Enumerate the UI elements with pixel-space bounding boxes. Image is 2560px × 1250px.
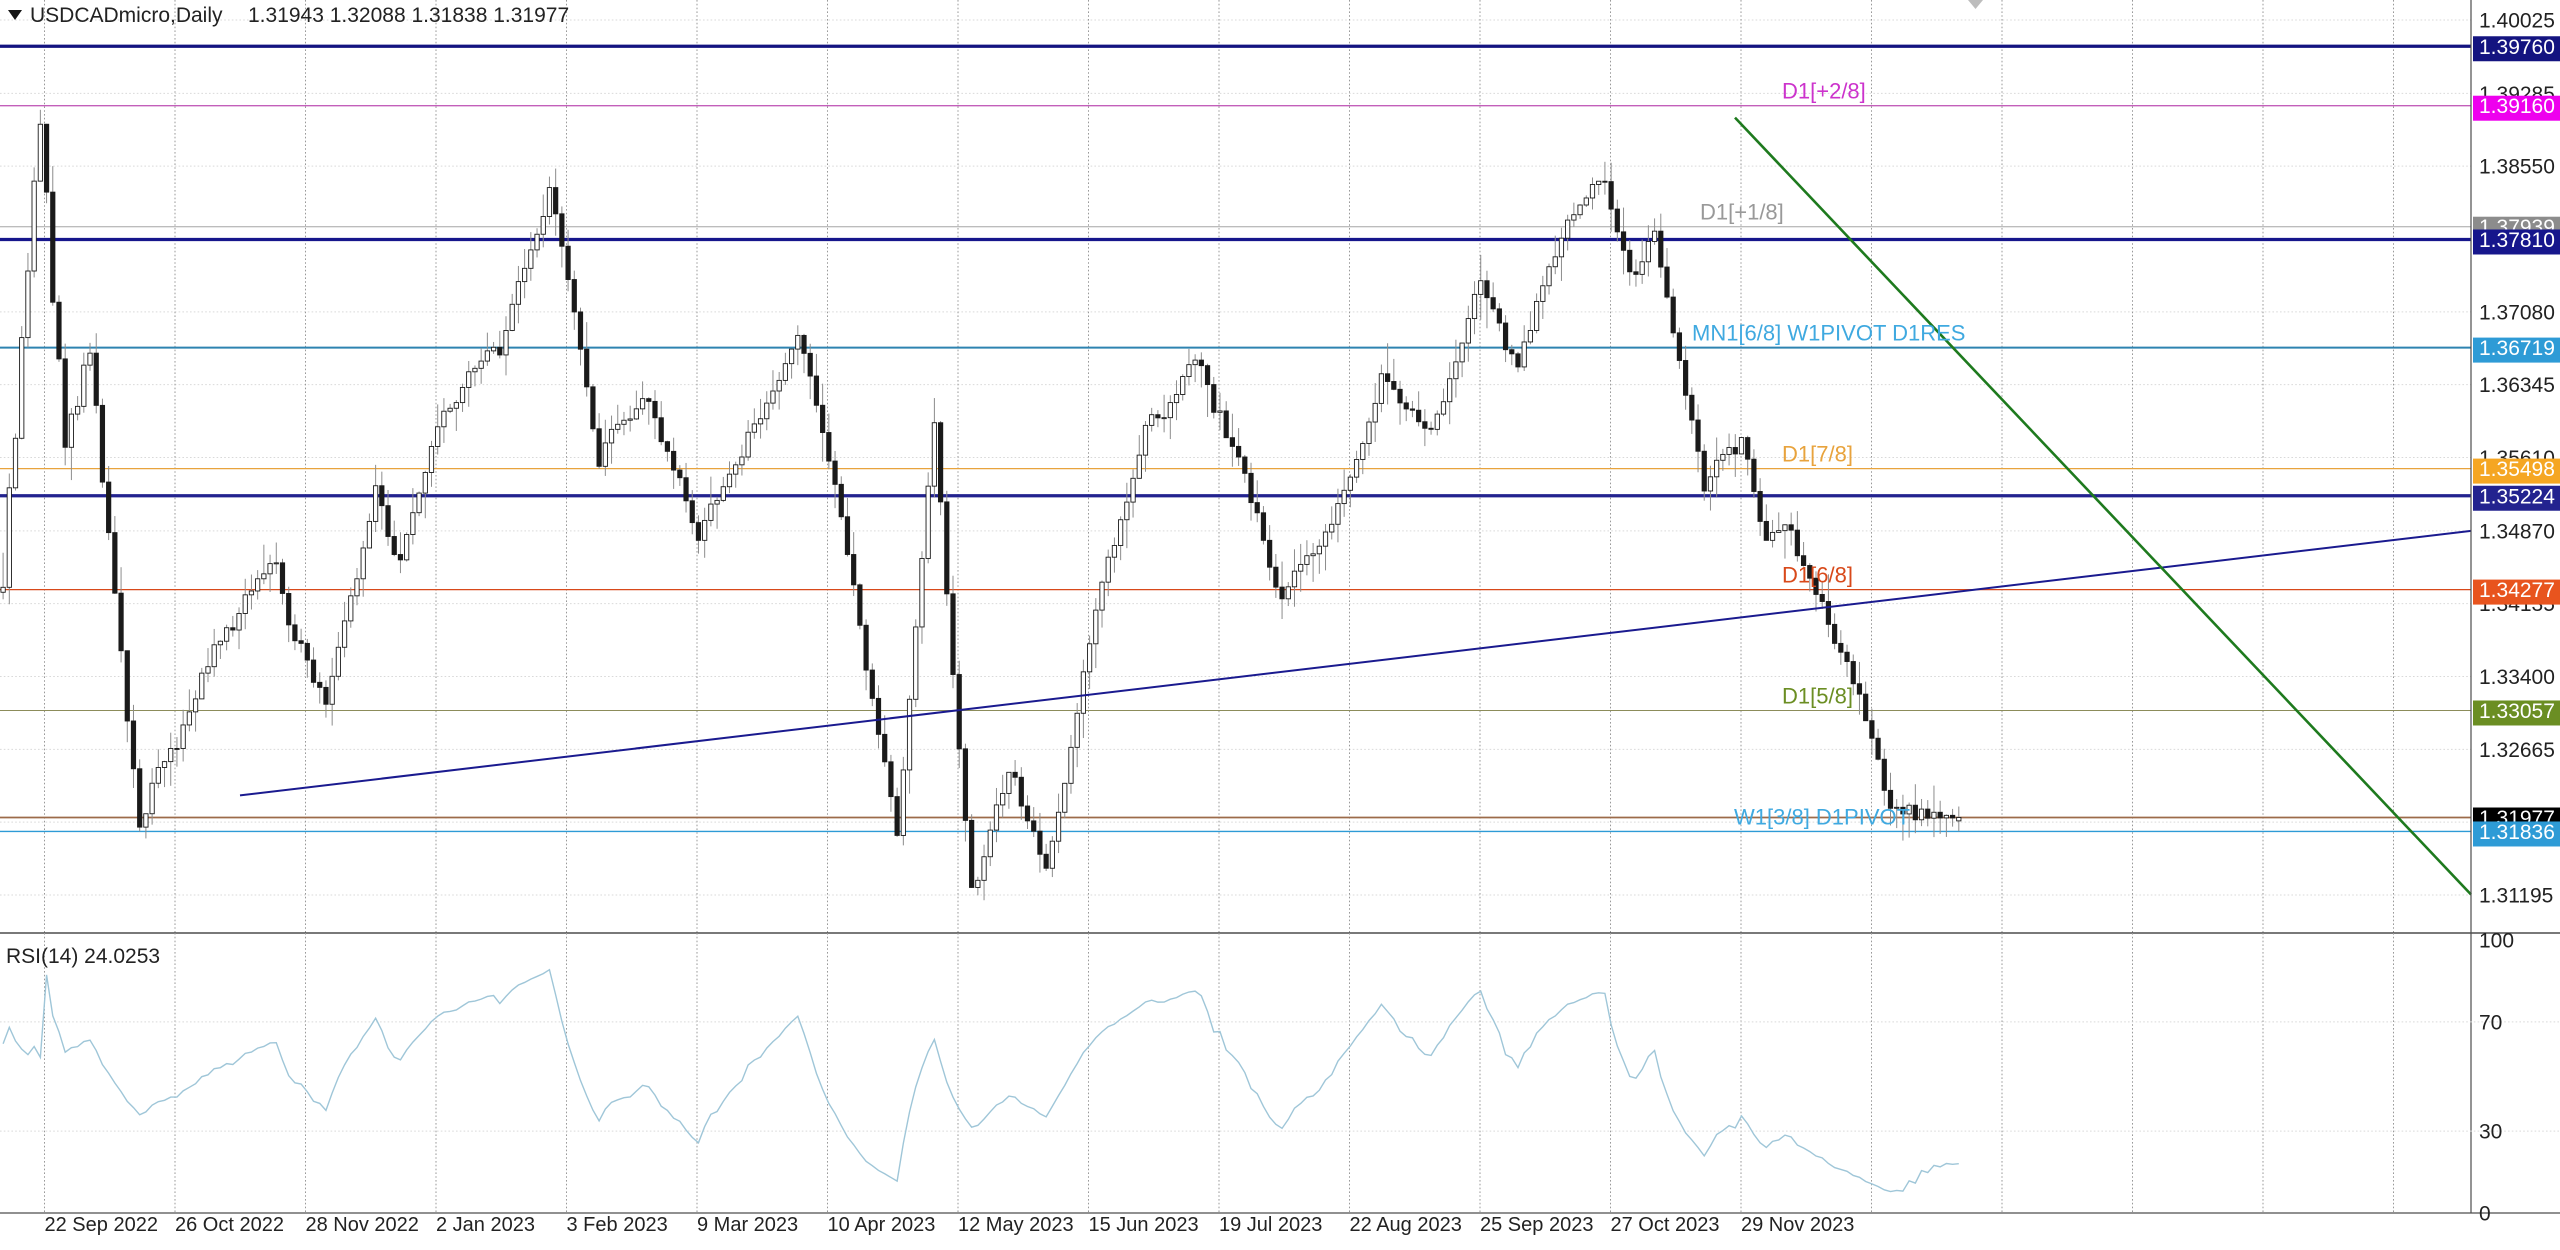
svg-text:22 Sep 2022: 22 Sep 2022 bbox=[45, 1214, 158, 1236]
svg-text:1.35224: 1.35224 bbox=[2479, 485, 2555, 508]
svg-text:D1[5/8]: D1[5/8] bbox=[1782, 683, 1853, 708]
svg-text:D1[7/8]: D1[7/8] bbox=[1782, 442, 1853, 467]
svg-text:D1[+2/8]: D1[+2/8] bbox=[1782, 79, 1866, 104]
svg-text:1.35498: 1.35498 bbox=[2479, 458, 2555, 481]
svg-text:MN1[6/8] W1PIVOT D1RES: MN1[6/8] W1PIVOT D1RES bbox=[1692, 321, 1965, 346]
svg-text:1.37080: 1.37080 bbox=[2479, 301, 2555, 324]
svg-text:1.33057: 1.33057 bbox=[2479, 700, 2555, 723]
svg-text:9 Mar 2023: 9 Mar 2023 bbox=[697, 1214, 798, 1236]
svg-text:25 Sep 2023: 25 Sep 2023 bbox=[1480, 1214, 1593, 1236]
svg-text:26 Oct 2022: 26 Oct 2022 bbox=[175, 1214, 284, 1236]
svg-text:70: 70 bbox=[2479, 1011, 2502, 1034]
svg-text:1.33400: 1.33400 bbox=[2479, 666, 2555, 689]
svg-text:1.34870: 1.34870 bbox=[2479, 520, 2555, 543]
svg-text:1.37810: 1.37810 bbox=[2479, 229, 2555, 252]
svg-text:1.36345: 1.36345 bbox=[2479, 374, 2555, 397]
svg-text:19 Jul 2023: 19 Jul 2023 bbox=[1219, 1214, 1322, 1236]
svg-text:W1[3/8] D1PIVOT: W1[3/8] D1PIVOT bbox=[1734, 804, 1910, 829]
svg-text:3 Feb 2023: 3 Feb 2023 bbox=[567, 1214, 668, 1236]
svg-text:28 Nov 2022: 28 Nov 2022 bbox=[306, 1214, 419, 1236]
svg-text:RSI(14) 24.0253: RSI(14) 24.0253 bbox=[6, 945, 160, 968]
svg-text:30: 30 bbox=[2479, 1121, 2502, 1144]
svg-text:USDCADmicro,Daily: USDCADmicro,Daily bbox=[30, 4, 223, 27]
svg-text:1.31836: 1.31836 bbox=[2479, 821, 2555, 844]
svg-text:15 Jun 2023: 15 Jun 2023 bbox=[1089, 1214, 1199, 1236]
svg-text:D1[6/8]: D1[6/8] bbox=[1782, 563, 1853, 588]
svg-text:1.38550: 1.38550 bbox=[2479, 156, 2555, 179]
svg-text:1.40025: 1.40025 bbox=[2479, 10, 2555, 33]
svg-text:1.32665: 1.32665 bbox=[2479, 739, 2555, 762]
svg-text:100: 100 bbox=[2479, 930, 2514, 953]
svg-text:1.39160: 1.39160 bbox=[2479, 95, 2555, 118]
svg-text:10 Apr 2023: 10 Apr 2023 bbox=[828, 1214, 936, 1236]
svg-text:27 Oct 2023: 27 Oct 2023 bbox=[1611, 1214, 1720, 1236]
svg-text:12 May 2023: 12 May 2023 bbox=[958, 1214, 1074, 1236]
svg-text:0: 0 bbox=[2479, 1203, 2491, 1226]
svg-text:1.39760: 1.39760 bbox=[2479, 36, 2555, 59]
svg-text:1.31195: 1.31195 bbox=[2479, 885, 2553, 908]
svg-text:2 Jan 2023: 2 Jan 2023 bbox=[436, 1214, 535, 1236]
svg-text:1.34277: 1.34277 bbox=[2479, 579, 2555, 602]
svg-text:1.36719: 1.36719 bbox=[2479, 337, 2555, 360]
svg-text:22 Aug 2023: 22 Aug 2023 bbox=[1350, 1214, 1462, 1236]
svg-text:29 Nov 2023: 29 Nov 2023 bbox=[1741, 1214, 1854, 1236]
svg-text:D1[+1/8]: D1[+1/8] bbox=[1700, 200, 1784, 225]
svg-text:1.31943 1.32088 1.31838 1.3197: 1.31943 1.32088 1.31838 1.31977 bbox=[248, 4, 569, 27]
